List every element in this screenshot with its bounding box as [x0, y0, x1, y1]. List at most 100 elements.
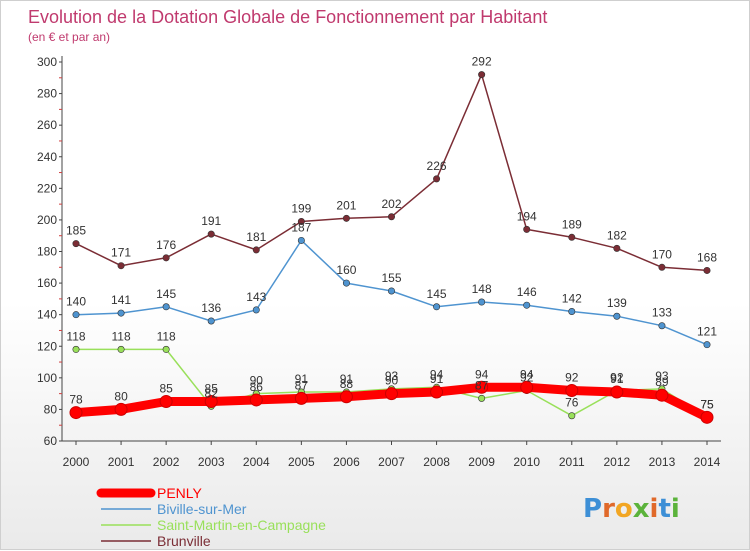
x-tick-label: 2005 — [288, 455, 315, 469]
data-label: 199 — [291, 201, 311, 215]
data-labels: 185 171 176 191 181 199 201 202 226 292 194 189 182 1… — [66, 55, 717, 412]
series-point — [117, 262, 125, 270]
series-point — [294, 391, 308, 405]
y-tick-label: 80 — [44, 402, 58, 416]
data-label: 94 — [475, 367, 489, 381]
data-label: 89 — [655, 375, 669, 389]
x-tick-label: 2006 — [333, 455, 360, 469]
data-label: 91 — [340, 372, 354, 386]
data-label: 118 — [112, 329, 131, 343]
series-point — [568, 233, 576, 241]
legend-label: Saint-Martin-en-Campagne — [157, 517, 326, 533]
data-label: 93 — [385, 369, 399, 383]
data-label: 189 — [562, 217, 582, 231]
series-point — [478, 394, 486, 402]
y-tick-label: 300 — [37, 55, 57, 69]
legend-label: PENLY — [157, 485, 203, 501]
series-point — [339, 390, 353, 404]
series-point — [703, 266, 711, 274]
series-point — [72, 311, 80, 319]
data-label: 185 — [66, 224, 86, 238]
legend-label: Brunville — [157, 533, 211, 549]
proxiti-logo: Proxiti — [583, 494, 680, 524]
series-point — [297, 236, 305, 244]
x-tick-label: 2000 — [63, 455, 90, 469]
series-point — [478, 71, 486, 79]
data-label: 93 — [655, 369, 669, 383]
series-point — [342, 214, 350, 222]
logo-letter: P — [583, 494, 602, 524]
series-point — [252, 246, 260, 254]
data-label: 86 — [250, 380, 264, 394]
data-label: 118 — [66, 329, 85, 343]
data-label: 136 — [201, 301, 221, 315]
y-tick-label: 200 — [37, 213, 57, 227]
series-point — [207, 317, 215, 325]
data-label: 148 — [472, 282, 492, 296]
x-tick-label: 2012 — [604, 455, 631, 469]
x-tick-label: 2009 — [468, 455, 495, 469]
data-label: 121 — [697, 325, 717, 339]
data-label: 181 — [246, 230, 266, 244]
series-point — [252, 306, 260, 314]
series-point — [703, 341, 711, 349]
axes: 60 80 100 120 140 160 180 200 220 240 260 280 300 200… — [37, 55, 721, 469]
y-tick-label: 220 — [37, 181, 57, 195]
legend-label: Biville-sur-Mer — [157, 501, 247, 517]
data-label: 85 — [159, 382, 173, 396]
y-tick-label: 100 — [37, 371, 57, 385]
series-point — [613, 244, 621, 252]
data-label: 182 — [607, 228, 627, 242]
data-label: 141 — [111, 293, 131, 307]
series-point — [655, 388, 669, 402]
series-point — [523, 301, 531, 309]
data-label: 133 — [652, 306, 672, 320]
y-tick-label: 240 — [37, 150, 57, 164]
data-label: 118 — [157, 329, 176, 343]
x-tick-label: 2002 — [153, 455, 180, 469]
x-tick-label: 2011 — [559, 455, 585, 469]
series-point — [387, 213, 395, 221]
series-point — [159, 395, 173, 409]
x-tick-label: 2014 — [694, 455, 721, 469]
data-label: 202 — [381, 197, 401, 211]
data-label: 88 — [340, 377, 354, 391]
series-point — [117, 309, 125, 317]
series-point — [700, 410, 714, 424]
legend: PENLYBiville-sur-MerSaint-Martin-en-Camp… — [96, 485, 326, 549]
data-label: 92 — [610, 370, 624, 384]
series-point — [69, 406, 83, 420]
y-tick-label: 140 — [37, 308, 57, 322]
series-points — [69, 71, 714, 424]
data-label: 91 — [610, 372, 624, 386]
data-label: 90 — [250, 374, 264, 388]
series-point — [475, 380, 489, 394]
data-label: 94 — [430, 367, 444, 381]
series-point — [568, 412, 576, 420]
data-label: 76 — [565, 396, 579, 410]
x-tick-label: 2001 — [108, 455, 135, 469]
data-label: 226 — [427, 159, 447, 173]
chart-title: Evolution de la Dotation Globale de Fonc… — [28, 7, 547, 27]
series-point — [610, 385, 624, 399]
y-tick-label: 280 — [37, 87, 57, 101]
series-point — [565, 383, 579, 397]
data-label: 75 — [700, 397, 714, 411]
logo-letter: o — [615, 494, 633, 524]
series-point — [207, 230, 215, 238]
data-label: 92 — [565, 370, 579, 384]
data-label: 145 — [427, 287, 447, 301]
y-tick-label: 120 — [37, 339, 57, 353]
logo-letter: t — [658, 494, 670, 524]
logo-letter: r — [602, 494, 615, 524]
x-tick-label: 2004 — [243, 455, 270, 469]
x-tick-label: 2007 — [378, 455, 405, 469]
series-point — [204, 395, 218, 409]
series-point — [297, 217, 305, 225]
data-label: 143 — [246, 290, 266, 304]
data-label: 82 — [205, 386, 219, 400]
x-tick-label: 2013 — [649, 455, 676, 469]
series-point — [72, 240, 80, 248]
data-label: 187 — [291, 220, 311, 234]
